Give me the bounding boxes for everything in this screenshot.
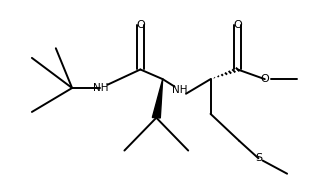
Text: NH: NH [93, 83, 108, 93]
Text: O: O [233, 20, 242, 30]
Polygon shape [152, 79, 163, 118]
Text: S: S [255, 153, 262, 163]
Text: O: O [136, 20, 145, 30]
Text: O: O [260, 74, 269, 84]
Text: NH: NH [173, 85, 188, 95]
